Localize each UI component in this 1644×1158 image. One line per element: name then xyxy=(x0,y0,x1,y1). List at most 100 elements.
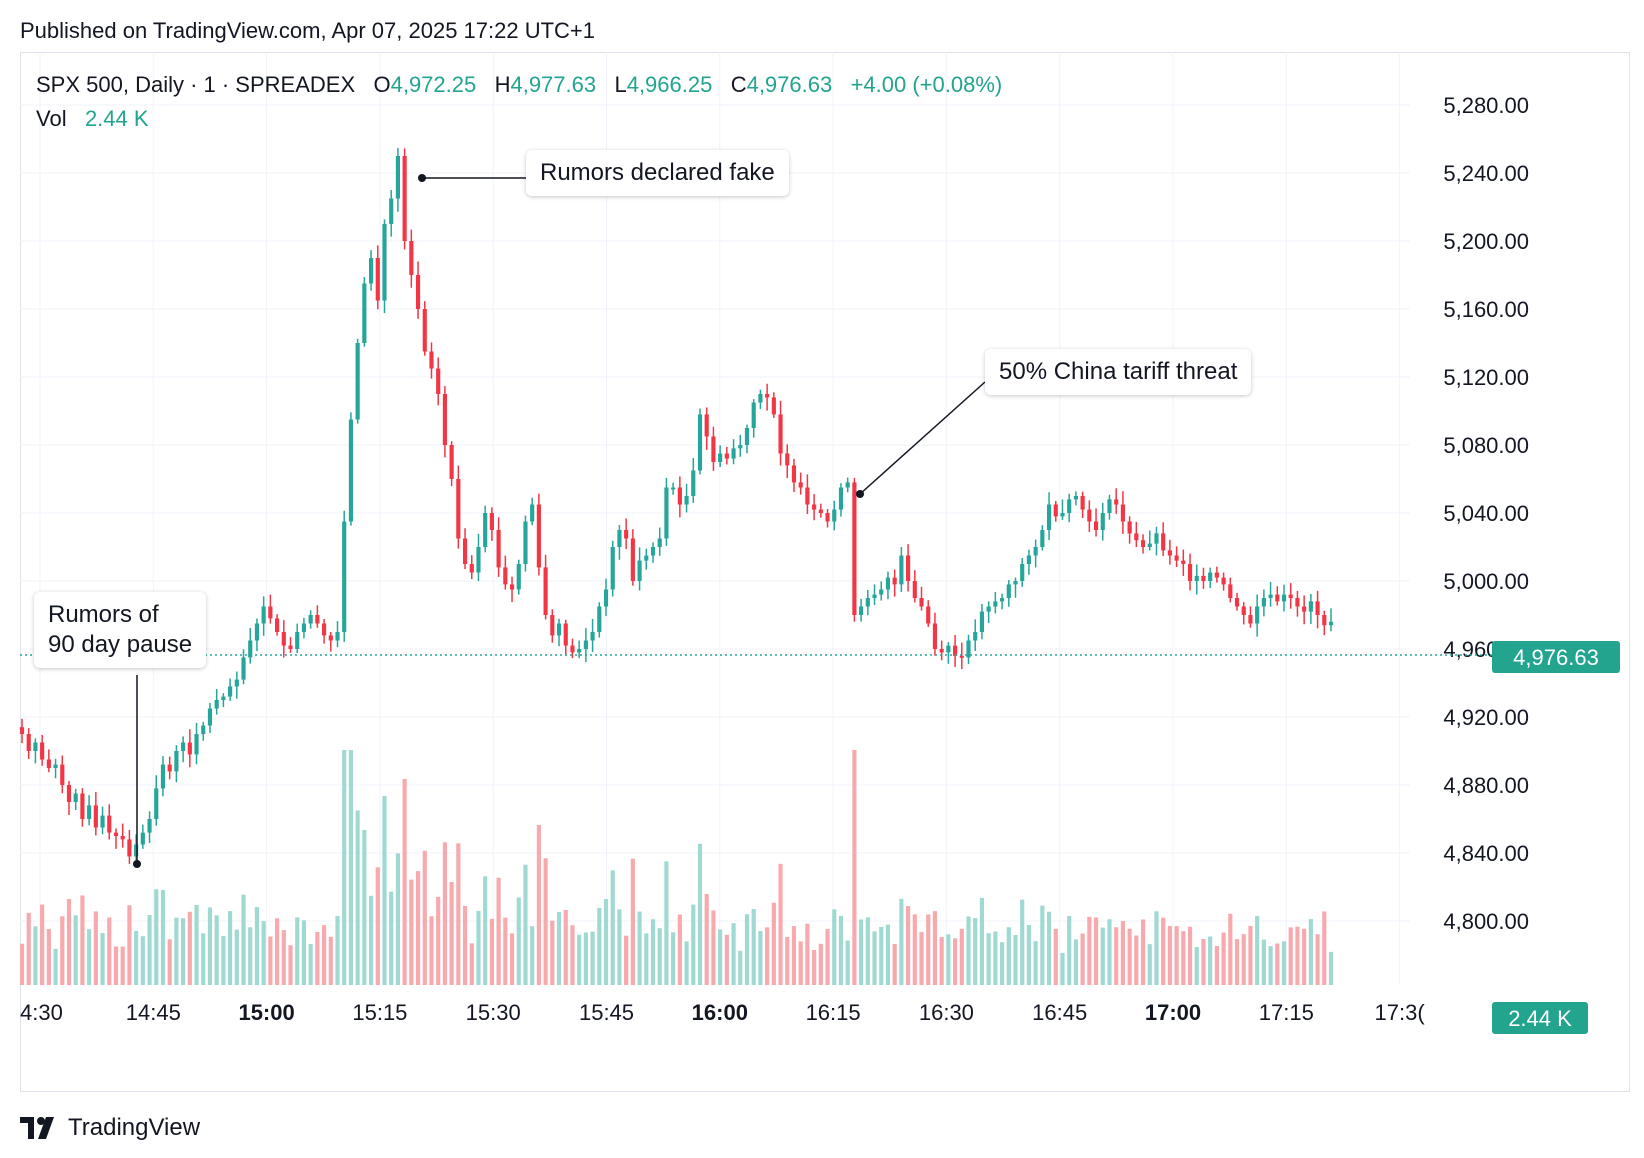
y-tick-label: 4,840.00 xyxy=(1443,841,1529,866)
close-value: 4,976.63 xyxy=(746,72,833,97)
tradingview-logo[interactable]: TradingView xyxy=(20,1114,200,1142)
volume-bar xyxy=(664,861,669,985)
candle-body xyxy=(966,640,971,658)
volume-bar xyxy=(650,919,656,985)
volume-bar xyxy=(442,842,447,985)
volume-bar xyxy=(422,850,427,985)
volume-bar xyxy=(926,914,931,985)
candle-body xyxy=(368,258,374,284)
volume-bar xyxy=(46,929,51,985)
volume-bar xyxy=(1268,946,1273,985)
candle-body xyxy=(664,487,669,539)
volume-bar xyxy=(509,933,515,985)
annotation-china-tariff[interactable]: 50% China tariff threat xyxy=(985,349,1252,395)
volume-bar xyxy=(798,941,803,985)
candle-body xyxy=(154,788,159,819)
candle-body xyxy=(214,700,219,709)
volume-bar xyxy=(1147,944,1152,985)
volume-bar xyxy=(677,914,682,985)
volume-bar xyxy=(791,926,797,985)
volume-bar xyxy=(1073,939,1078,985)
candle-body xyxy=(66,785,72,802)
high-value: 4,977.63 xyxy=(510,72,597,97)
candle-body xyxy=(174,751,179,772)
volume-bar xyxy=(838,915,844,985)
volume-bar xyxy=(456,843,461,985)
candle-body xyxy=(1214,572,1219,578)
candle-body xyxy=(342,521,347,632)
candle-body xyxy=(46,759,51,768)
candle-body xyxy=(1194,575,1199,581)
volume-bar xyxy=(778,863,783,985)
candle-body xyxy=(1060,513,1065,517)
volume-bar xyxy=(181,918,186,985)
volume-bar xyxy=(543,858,548,985)
volume-bar xyxy=(758,931,763,985)
ohlc-legend: SPX 500, Daily · 1 · SPREADEX O4,972.25 … xyxy=(36,72,1002,98)
candle-body xyxy=(603,589,609,607)
vol-value: 2.44 K xyxy=(84,106,149,131)
candle-body xyxy=(577,649,582,653)
volume-bar xyxy=(1302,928,1307,985)
candle-body xyxy=(1053,504,1058,517)
volume-bar xyxy=(1208,936,1213,985)
volume-bar xyxy=(1281,941,1287,985)
vol-label: Vol xyxy=(36,106,67,131)
volume-bar xyxy=(617,909,622,985)
candle-body xyxy=(389,198,394,224)
candle-body xyxy=(73,793,78,802)
volume-bar xyxy=(536,824,541,985)
candle-body xyxy=(1073,496,1078,500)
candle-body xyxy=(40,742,45,760)
volume-bar xyxy=(295,917,300,985)
volume-bar xyxy=(288,945,293,985)
candle-body xyxy=(281,632,286,646)
candle-body xyxy=(234,679,239,687)
volume-bar xyxy=(859,919,864,985)
candle-body xyxy=(932,623,938,649)
volume-bar xyxy=(637,911,642,985)
candle-body xyxy=(308,615,313,624)
volume-legend: Vol 2.44 K xyxy=(36,106,149,132)
volume-tag-box xyxy=(1492,1002,1588,1034)
volume-bar xyxy=(1187,926,1193,985)
symbol-title[interactable]: SPX 500, Daily · 1 · SPREADEX xyxy=(36,72,356,97)
volume-bar xyxy=(187,911,192,985)
price-axis: 5,280.00 5,240.00 5,200.00 5,160.00 5,120.00… xyxy=(1443,93,1529,934)
y-tick-label: 5,120.00 xyxy=(1443,365,1529,390)
volume-bar xyxy=(348,750,354,985)
volume-bar xyxy=(174,917,179,985)
volume-bar xyxy=(73,915,78,985)
volume-bar xyxy=(19,943,25,985)
candle-body xyxy=(375,258,380,301)
candle-body xyxy=(261,606,266,624)
volume-bar xyxy=(556,912,562,985)
volume-bar xyxy=(1020,899,1025,985)
candle-body xyxy=(1100,513,1105,530)
volume-bar xyxy=(1026,924,1032,985)
candle-body xyxy=(879,589,884,595)
volume-bar xyxy=(167,939,172,985)
candle-body xyxy=(1161,533,1166,551)
candle-body xyxy=(959,655,964,658)
candle-body xyxy=(771,397,776,415)
candle-body xyxy=(442,394,447,445)
candle-body xyxy=(684,496,689,505)
volume-bar xyxy=(684,941,689,985)
volume-bar xyxy=(523,864,528,985)
candle-body xyxy=(1295,598,1300,607)
annotation-90-day-pause[interactable]: Rumors of 90 day pause xyxy=(34,592,207,668)
candle-body xyxy=(1221,577,1226,585)
volume-bar xyxy=(1228,913,1233,985)
volume-bar xyxy=(221,936,226,985)
candle-body xyxy=(107,815,112,833)
candle-body xyxy=(201,725,206,734)
candle-body xyxy=(19,727,25,734)
volume-tag: 2.44 K xyxy=(1508,1006,1572,1031)
volume-bar xyxy=(570,925,575,985)
candle-body xyxy=(254,623,260,641)
volume-bar xyxy=(899,898,904,985)
annotation-rumors-fake[interactable]: Rumors declared fake xyxy=(526,150,789,196)
y-tick-label: 4,800.00 xyxy=(1443,909,1529,934)
